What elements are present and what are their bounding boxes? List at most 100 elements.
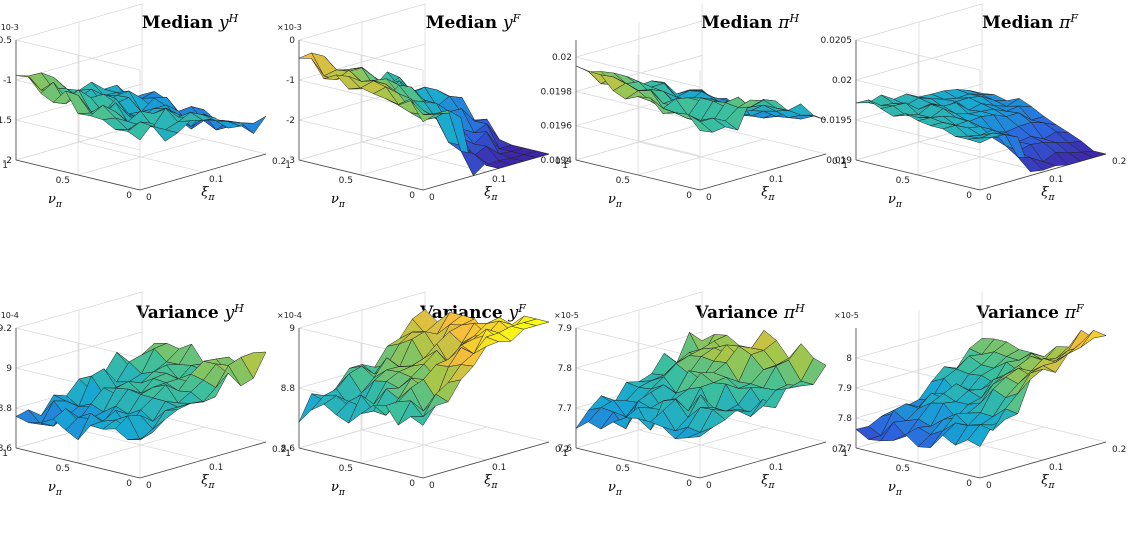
x-axis-line — [139, 153, 267, 191]
grid-line — [638, 429, 764, 461]
grid-line — [424, 411, 550, 443]
y-tick-label: 0 — [966, 191, 972, 201]
x-tick-label: 0.1 — [492, 463, 506, 473]
z-tick-label: -1 — [3, 76, 12, 86]
y-axis-label: νπ — [608, 480, 623, 498]
grid-line — [701, 123, 827, 155]
x-axis-label: ξπ — [201, 185, 215, 203]
y-axis-line — [298, 159, 424, 191]
z-tick-label: 7.8 — [558, 364, 573, 374]
y-tick-label: 0 — [686, 191, 692, 201]
z-tick-label: -0.5 — [0, 36, 12, 46]
x-axis-label: ξπ — [1041, 185, 1055, 203]
surface-face — [800, 114, 827, 121]
y-axis-label: νπ — [888, 480, 903, 498]
x-axis-label: ξπ — [484, 185, 498, 203]
y-axis-line — [575, 447, 701, 479]
y-axis-label: νπ — [331, 480, 346, 498]
x-tick-label: 0 — [146, 481, 152, 491]
surface-panel: Variance πH 7.6 7.7 7.8 7.9 ×10-5 0 0.1 0.2 0 0.5 1… — [554, 291, 846, 498]
y-axis-label: νπ — [331, 192, 346, 210]
z-tick-label: -2 — [3, 156, 12, 166]
y-tick-label: 0.5 — [339, 176, 353, 186]
z-multiplier: ×10-3 — [277, 23, 302, 32]
z-multiplier: ×10-3 — [0, 23, 19, 32]
y-tick-label: 0 — [126, 191, 132, 201]
z-tick-label: 0.02 — [832, 76, 852, 86]
x-tick-label: 0.1 — [769, 175, 783, 185]
surface-panel: Variance yH 8.6 8.8 9 9.2 ×10-4 0 0.1 0.2 0 0.5 1 ξπ… — [0, 291, 286, 498]
x-tick-label: 0.1 — [769, 463, 783, 473]
panel-title: Median yF — [426, 12, 521, 34]
y-tick-label: 0 — [409, 191, 415, 201]
x-tick-label: 0.2 — [555, 157, 569, 167]
y-tick-label: 1 — [842, 449, 848, 459]
z-tick-label: -3 — [286, 156, 295, 166]
y-axis-line — [298, 447, 424, 479]
panel-title: Median πF — [982, 12, 1078, 34]
x-tick-label: 0 — [706, 193, 712, 203]
grid-line — [638, 141, 764, 173]
z-multiplier: ×10-4 — [0, 311, 19, 320]
z-tick-label: 9 — [6, 364, 12, 374]
x-tick-label: 0 — [986, 481, 992, 491]
z-tick-label: 7.7 — [838, 444, 852, 454]
z-tick-label: 0 — [289, 36, 295, 46]
y-tick-label: 1 — [285, 449, 291, 459]
panel-title: Median πH — [701, 12, 799, 34]
z-tick-label: 8.8 — [281, 384, 296, 394]
z-tick-label: 8.6 — [281, 444, 296, 454]
surface-face — [1080, 329, 1107, 348]
y-tick-label: 1 — [562, 161, 568, 171]
y-axis-line — [855, 159, 981, 191]
z-tick-label: 0.0196 — [541, 122, 573, 132]
z-tick-label: 8.8 — [0, 404, 12, 414]
x-axis-line — [422, 441, 550, 479]
x-tick-label: 0 — [146, 193, 152, 203]
x-tick-label: 0.1 — [492, 175, 506, 185]
grid-line — [361, 429, 487, 461]
y-axis-label: νπ — [608, 192, 623, 210]
y-tick-label: 0.5 — [896, 176, 910, 186]
x-tick-label: 0.2 — [1112, 157, 1126, 167]
x-tick-label: 0 — [986, 193, 992, 203]
z-tick-label: 7.6 — [558, 444, 573, 454]
z-multiplier: ×10-5 — [554, 311, 579, 320]
x-tick-label: 0.2 — [832, 157, 846, 167]
y-tick-label: 0.5 — [56, 176, 70, 186]
grid-line — [78, 141, 204, 173]
surface-face — [800, 357, 827, 385]
y-axis-label: νπ — [48, 480, 63, 498]
y-tick-label: 1 — [285, 161, 291, 171]
z-tick-label: 0.0194 — [541, 156, 573, 166]
y-axis-line — [15, 447, 141, 479]
x-axis-line — [699, 153, 827, 191]
x-axis-label: ξπ — [201, 473, 215, 491]
z-tick-label: 9.2 — [0, 324, 12, 334]
x-tick-label: 0.1 — [1049, 463, 1063, 473]
y-axis-label: νπ — [48, 192, 63, 210]
y-tick-label: 0.5 — [616, 464, 630, 474]
z-tick-label: -1.5 — [0, 116, 12, 126]
y-axis-line — [855, 447, 981, 479]
z-tick-label: 8.6 — [0, 444, 12, 454]
x-tick-label: 0.2 — [555, 445, 569, 455]
x-axis-label: ξπ — [761, 185, 775, 203]
y-tick-label: 1 — [842, 161, 848, 171]
surface-face — [523, 318, 550, 326]
x-tick-label: 0 — [706, 481, 712, 491]
z-tick-label: 0.0198 — [541, 87, 573, 97]
z-multiplier: ×10-4 — [277, 311, 302, 320]
y-tick-label: 0.5 — [56, 464, 70, 474]
x-tick-label: 0 — [429, 193, 435, 203]
z-tick-label: 7.9 — [838, 384, 853, 394]
surface-face — [1080, 150, 1107, 158]
surface-face — [240, 115, 267, 134]
y-axis-line — [575, 159, 701, 191]
surface-panel: Median yF -3 -2 -1 0 ×10-3 0 0.1 0.2 0 0.5 1 ξπ νπ — [277, 3, 569, 210]
grid-line — [918, 141, 1044, 173]
y-tick-label: 0 — [409, 479, 415, 489]
z-tick-label: 7.8 — [838, 414, 853, 424]
